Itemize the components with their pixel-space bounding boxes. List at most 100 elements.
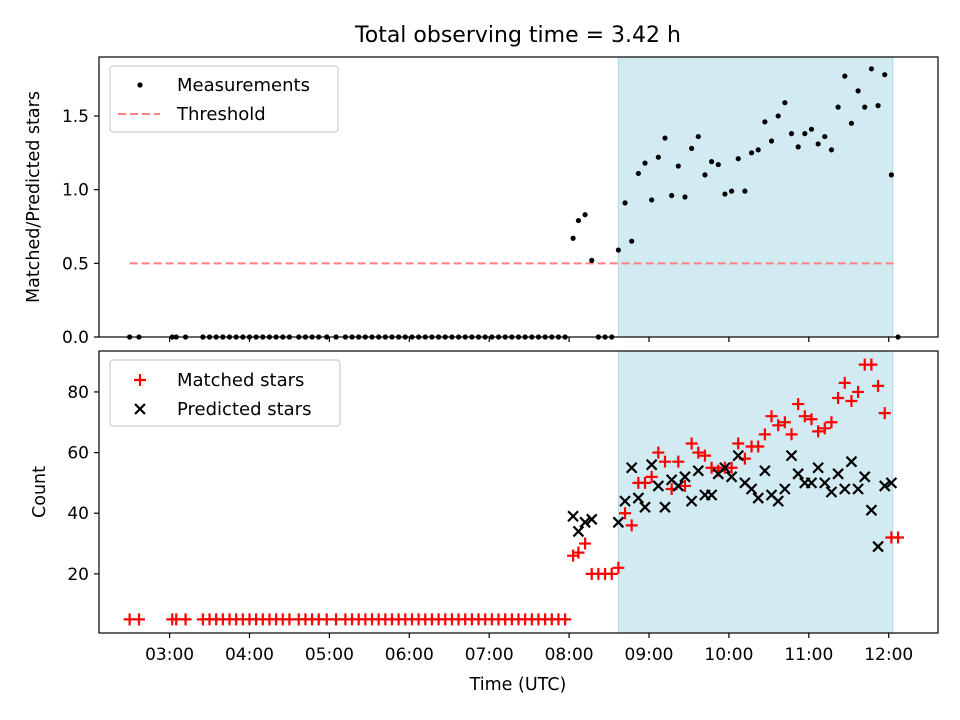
measurement-point bbox=[649, 197, 655, 203]
matched-star-point bbox=[645, 470, 658, 483]
measurement-point bbox=[768, 138, 775, 144]
measurement-point bbox=[815, 141, 821, 147]
x-tick-label: 10:00 bbox=[704, 645, 753, 665]
measurement-point bbox=[762, 119, 768, 125]
measurement-point bbox=[828, 147, 835, 153]
predicted-star-point bbox=[585, 513, 598, 526]
predicted-star-point bbox=[772, 495, 784, 507]
matched-star-point bbox=[872, 379, 885, 392]
matched-star-point bbox=[567, 549, 580, 562]
matched-star-point bbox=[805, 413, 818, 426]
legend-threshold-label: Threshold bbox=[176, 104, 266, 125]
predicted-star-point bbox=[705, 489, 718, 501]
matched-star-point bbox=[825, 416, 838, 429]
legend-measurements-label: Measurements bbox=[177, 75, 310, 96]
predicted-star-point bbox=[572, 525, 585, 538]
predicted-star-point bbox=[812, 461, 824, 474]
matched-star-point bbox=[792, 398, 805, 411]
shaded-region bbox=[617, 56, 894, 338]
measurement-point bbox=[808, 126, 815, 132]
matched-star-point bbox=[179, 613, 192, 626]
y-tick-label: 80 bbox=[67, 383, 89, 403]
matched-star-point bbox=[559, 613, 572, 626]
top-panel: 0.0 0.5 1.0 1.5 Matched/Predicted stars Mea… bbox=[24, 56, 939, 348]
measurement-point bbox=[682, 194, 688, 200]
matched-star-point bbox=[752, 440, 765, 453]
matched-star-point bbox=[705, 461, 718, 474]
measurement-point bbox=[755, 147, 761, 153]
measurement-point bbox=[742, 188, 748, 194]
bottom-ylabel: Count bbox=[30, 466, 50, 518]
predicted-star-point bbox=[672, 480, 685, 492]
matched-star-point bbox=[685, 437, 698, 450]
predicted-star-point bbox=[832, 468, 844, 480]
measurement-point bbox=[855, 88, 861, 94]
predicted-star-point bbox=[885, 477, 898, 489]
measurement-point bbox=[695, 133, 701, 140]
measurement-point bbox=[635, 170, 641, 177]
predicted-star-point bbox=[692, 464, 705, 477]
measurement-point bbox=[748, 150, 755, 156]
predicted-star-point bbox=[719, 461, 731, 474]
top-legend-box bbox=[109, 65, 339, 133]
legend-matched-label: Matched stars bbox=[177, 370, 304, 391]
x-tick-label: 04:00 bbox=[225, 645, 274, 665]
measurement-point bbox=[715, 161, 721, 168]
legend-matched-marker bbox=[134, 374, 146, 386]
measurement-point bbox=[848, 120, 855, 126]
predicted-star-point bbox=[685, 495, 698, 507]
legend-predicted-label: Predicted stars bbox=[177, 399, 311, 420]
x-tick-label: 09:00 bbox=[625, 645, 674, 665]
measurement-point bbox=[622, 200, 628, 206]
predicted-star-point bbox=[645, 458, 658, 471]
matched-star-point bbox=[838, 376, 851, 389]
predicted-star-point bbox=[858, 471, 871, 483]
measurement-point bbox=[822, 133, 828, 140]
matched-star-point bbox=[818, 422, 831, 435]
measurement-point bbox=[888, 172, 894, 178]
predicted-star-point bbox=[639, 501, 651, 513]
bottom-legend: Matched stars Predicted stars bbox=[109, 359, 341, 427]
predicted-star-point bbox=[819, 477, 831, 489]
matched-star-point bbox=[892, 531, 905, 544]
measurement-point bbox=[629, 238, 635, 244]
y-tick-label: 0.0 bbox=[62, 328, 89, 348]
measurement-point bbox=[875, 103, 881, 109]
y-tick-label: 40 bbox=[67, 504, 89, 524]
predicted-star-point bbox=[579, 516, 591, 529]
y-tick-label: 20 bbox=[67, 565, 89, 585]
measurement-point bbox=[582, 212, 588, 218]
measurement-point bbox=[575, 217, 582, 224]
matched-star-point bbox=[672, 455, 685, 468]
legend-predicted-marker bbox=[134, 403, 146, 415]
predicted-star-point bbox=[852, 483, 864, 495]
measurement-point bbox=[862, 104, 868, 110]
measurement-point bbox=[655, 154, 661, 160]
bottom-panel: 03:00 04:00 05:00 06:00 07:00 08:00 09:00 10:00… bbox=[30, 350, 939, 695]
predicted-star-point bbox=[872, 540, 884, 553]
matched-star-point bbox=[865, 358, 878, 371]
measurement-point bbox=[689, 145, 695, 151]
matched-star-point bbox=[619, 507, 632, 520]
predicted-star-point bbox=[625, 461, 638, 474]
matched-star-point bbox=[772, 419, 785, 432]
measurement-point bbox=[615, 247, 621, 253]
bottom-legend-box bbox=[109, 359, 341, 427]
matched-star-point bbox=[778, 416, 791, 429]
predicted-star-point bbox=[632, 492, 645, 504]
bottom-axes-frame bbox=[98, 350, 939, 634]
figure-xlabel: Time (UTC) bbox=[469, 675, 567, 695]
measurement-point bbox=[722, 191, 728, 197]
top-axes-frame bbox=[98, 56, 939, 338]
predicted-star-point bbox=[752, 492, 764, 504]
matched-star-point bbox=[579, 537, 592, 550]
legend-measurements-marker bbox=[137, 82, 143, 88]
y-tick-label: 0.5 bbox=[62, 254, 89, 274]
predicted-star-point bbox=[878, 480, 891, 492]
matched-star-point bbox=[832, 392, 845, 404]
top-legend: Measurements Threshold bbox=[109, 65, 339, 133]
matched-star-point bbox=[698, 449, 711, 462]
predicted-star-point bbox=[612, 516, 625, 529]
matched-star-point bbox=[758, 428, 771, 441]
measurement-point bbox=[662, 135, 668, 141]
